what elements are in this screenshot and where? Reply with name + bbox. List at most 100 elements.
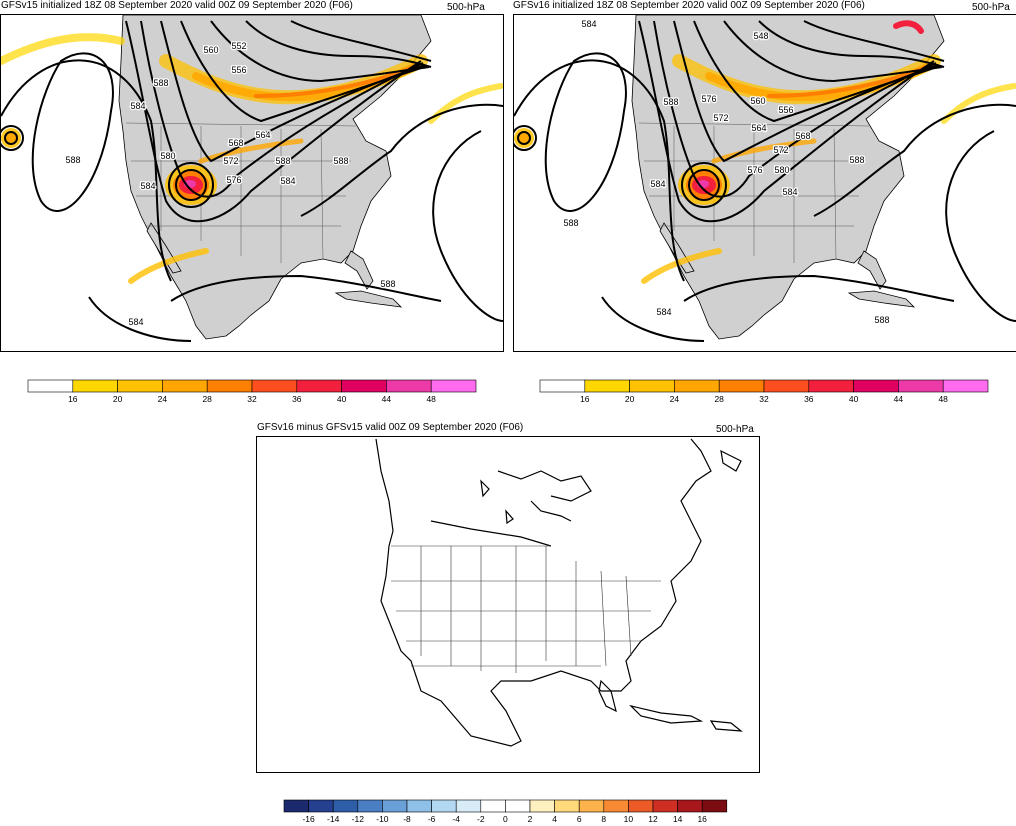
colorbar-swatch <box>455 799 482 813</box>
colorbar-swatch <box>853 379 899 393</box>
colorbar-swatch <box>554 799 580 813</box>
state-borders <box>391 545 661 673</box>
colorbar-tick-label: 2 <box>528 814 533 824</box>
contour-label: 584 <box>650 179 665 189</box>
colorbar-swatch <box>386 379 432 393</box>
contour-label: 580 <box>160 151 175 161</box>
colorbar-tick-label: 44 <box>382 394 392 404</box>
contour-label: 572 <box>773 145 788 155</box>
contour-label: 584 <box>280 176 295 186</box>
colorbar-swatch <box>357 799 383 813</box>
contour-label: 556 <box>778 105 793 115</box>
map-gfsv15: 560 552 556 588 584 588 564 568 580 572 588 588 584 5… <box>0 14 504 352</box>
contour-label: 588 <box>380 279 395 289</box>
map-gfsv16-canvas: 584 548 588 576 560 556 572 564 568 572 588 576 580 5… <box>514 15 1016 342</box>
contour-label: 584 <box>128 317 143 327</box>
colorbar-swatch <box>677 799 703 813</box>
map-gfsv16: 584 548 588 576 560 556 572 564 568 572 588 576 580 5… <box>513 14 1016 352</box>
colorbar-difference: -16 -14 -12 -10 -8 -6 -4 -2 0 2 4 6 8 10 12 14 16 <box>283 799 734 826</box>
map-gfsv15-canvas: 560 552 556 588 584 588 564 568 580 572 588 588 584 5… <box>1 15 503 342</box>
colorbar-tick-label: 48 <box>938 394 948 404</box>
colorbar-swatch <box>117 379 163 393</box>
colorbar-tick-label: -6 <box>428 814 436 824</box>
colorbar-speed-left: 16 20 24 28 32 36 40 44 48 <box>27 379 478 410</box>
contour-labels: 584 548 588 576 560 556 572 564 568 572 588 576 580 5… <box>562 18 891 327</box>
contour-label: 560 <box>203 45 218 55</box>
colorbar-speed-right-svg: 16 20 24 28 32 36 40 44 48 <box>539 379 989 404</box>
height-contours <box>514 20 1016 342</box>
contour-label: 572 <box>223 156 238 166</box>
colorbar-tick-label: 40 <box>337 394 347 404</box>
land-mass <box>118 15 432 340</box>
contour-label: 584 <box>130 101 145 111</box>
colorbar-swatch <box>942 379 989 393</box>
contour-label: 556 <box>231 65 246 75</box>
colorbar-swatch <box>406 799 432 813</box>
panel-level-gfsv16: 500-hPa <box>972 2 1010 13</box>
contour-label: 572 <box>713 113 728 123</box>
contour-label: 588 <box>563 218 578 228</box>
colorbar-tick-label: 36 <box>804 394 814 404</box>
colorbar-swatch <box>578 799 605 813</box>
colorbar-tick-label: 24 <box>670 394 680 404</box>
colorbar-tick-label: 48 <box>426 394 436 404</box>
colorbar-swatch <box>382 799 408 813</box>
contour-label: 576 <box>701 94 716 104</box>
cuba <box>847 290 916 308</box>
colorbar-swatch <box>72 379 118 393</box>
contour-label: 564 <box>255 130 270 140</box>
contour-label: 564 <box>751 123 766 133</box>
colorbar-tick-label: -14 <box>327 814 340 824</box>
colorbar-speed-right: 16 20 24 28 32 36 40 44 48 <box>539 379 990 410</box>
colorbar-tick-label: 0 <box>503 814 508 824</box>
colorbar-swatch <box>701 799 728 813</box>
contour-label: 588 <box>275 156 290 166</box>
colorbar-tick-label: -4 <box>452 814 460 824</box>
contour-label: 576 <box>747 165 762 175</box>
map-difference-canvas <box>375 438 743 747</box>
colorbar-tick-label: 16 <box>697 814 707 824</box>
contour-label: 568 <box>228 138 243 148</box>
contour-label: 588 <box>153 78 168 88</box>
contour-label: 584 <box>140 181 155 191</box>
colorbar-swatch <box>430 379 477 393</box>
land-mass <box>631 15 945 340</box>
colorbar-swatch <box>718 379 765 393</box>
colorbar-swatch <box>808 379 854 393</box>
colorbar-tick-label: -8 <box>403 814 411 824</box>
coastlines <box>375 438 743 747</box>
contour-label: 588 <box>849 155 864 165</box>
contour-labels: 560 552 556 588 584 588 564 568 580 572 588 588 584 5… <box>64 40 397 329</box>
colorbar-tick-label: 40 <box>849 394 859 404</box>
colorbar-swatch <box>629 379 675 393</box>
colorbar-swatch <box>628 799 654 813</box>
colorbar-tick-label: 6 <box>577 814 582 824</box>
contour-label: 588 <box>874 315 889 325</box>
colorbar-swatch <box>763 379 810 393</box>
contour-label: 568 <box>795 131 810 141</box>
colorbar-tick-label: 4 <box>552 814 557 824</box>
panel-level-difference: 500-hPa <box>716 424 754 435</box>
colorbar-tick-label: 10 <box>624 814 634 824</box>
colorbar-tick-label: 16 <box>68 394 78 404</box>
colorbar-swatch <box>296 379 342 393</box>
colorbar-tick-label: 24 <box>158 394 168 404</box>
colorbar-swatch <box>539 379 586 393</box>
panel-title-gfsv15: GFSv15 initialized 18Z 08 September 2020… <box>1 0 353 11</box>
colorbar-swatch <box>162 379 208 393</box>
contour-label: 576 <box>226 175 241 185</box>
colorbar-difference-svg: -16 -14 -12 -10 -8 -6 -4 -2 0 2 4 6 8 10 12 14 16 <box>283 799 728 824</box>
height-contours <box>1 20 503 342</box>
contour-label: 548 <box>753 31 768 41</box>
colorbar-tick-label: -2 <box>477 814 485 824</box>
colorbar-swatch <box>529 799 555 813</box>
colorbar-tick-label: 32 <box>759 394 769 404</box>
colorbar-swatch <box>27 379 74 393</box>
colorbar-tick-label: 28 <box>714 394 724 404</box>
colorbar-swatch <box>431 799 457 813</box>
colorbar-swatch <box>652 799 678 813</box>
colorbar-tick-label: -16 <box>302 814 315 824</box>
colorbar-tick-label: 8 <box>601 814 606 824</box>
colorbar-tick-label: 36 <box>292 394 302 404</box>
colorbar-tick-label: 44 <box>894 394 904 404</box>
